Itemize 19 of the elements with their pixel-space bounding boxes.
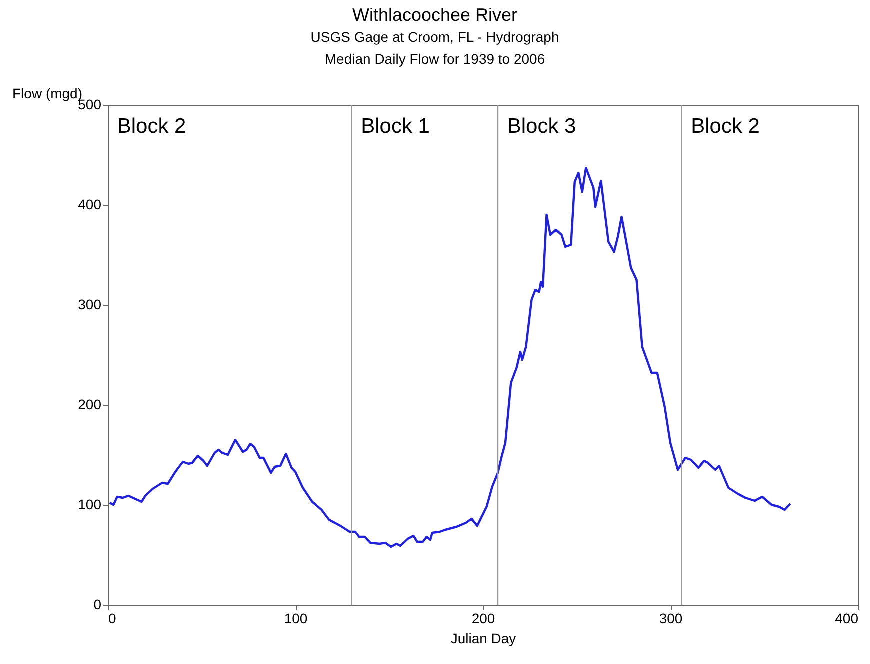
x-axis-title: Julian Day: [450, 630, 516, 646]
x-tick-label: 0: [108, 610, 116, 626]
y-tick-label: 300: [78, 296, 102, 312]
annotation: Block 2: [691, 115, 760, 138]
x-tick-label: 200: [472, 610, 496, 626]
chart-subtitle: USGS Gage at Croom, FL - Hydrograph Median Daily Flow for 1939 to 2006: [310, 29, 560, 67]
y-tick-label: 200: [78, 396, 102, 412]
y-tick-label: 100: [78, 496, 102, 512]
annotation: Block 3: [507, 115, 576, 138]
y-tick-label: 0: [94, 596, 102, 612]
annotation: Block 2: [117, 115, 186, 138]
chart-title: Withlacoochee River: [352, 5, 518, 25]
x-tick-label: 400: [835, 610, 859, 626]
y-axis-title: Flow (mgd): [12, 86, 83, 102]
line-series: [108, 166, 792, 548]
annotation: Block 1: [361, 115, 430, 138]
x-tick-label: 300: [659, 610, 683, 626]
x-tick-label: 100: [284, 610, 308, 626]
y-tick-label: 400: [78, 196, 102, 212]
